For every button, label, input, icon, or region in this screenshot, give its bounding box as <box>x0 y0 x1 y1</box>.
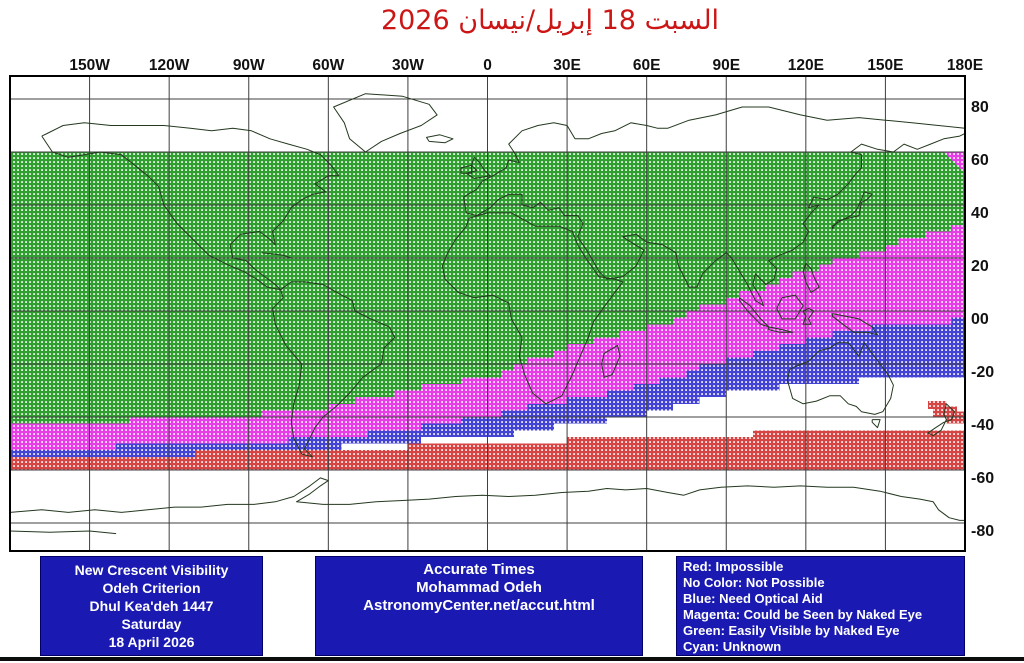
lat-label: -80 <box>971 523 994 540</box>
lon-label: 180E <box>947 57 983 74</box>
coastline-borneo <box>776 294 804 320</box>
coastline-tasmania <box>871 419 881 429</box>
coastline-java <box>768 326 794 333</box>
coastline-britain <box>465 156 491 179</box>
left-line: Odeh Criterion <box>102 580 201 596</box>
left-line: Saturday <box>121 616 182 632</box>
lat-label: 40 <box>971 205 989 222</box>
lat-label: -20 <box>971 364 994 381</box>
legend-line: Magenta: Could be Seen by Naked Eye <box>683 607 923 622</box>
legend-line: Green: Easily Visible by Naked Eye <box>683 623 900 638</box>
page-title: السبت 18 إبريل/نيسان 2026 <box>380 5 720 36</box>
lat-label: -60 <box>971 470 994 487</box>
lat-label: -40 <box>971 417 994 434</box>
lon-label: 120W <box>149 57 190 74</box>
coastline-south-america <box>272 281 396 458</box>
lon-label: 30E <box>553 57 581 74</box>
map-border <box>9 75 966 552</box>
bottom-bar <box>0 657 1024 661</box>
legend-line: Red: Impossible <box>683 559 784 574</box>
coastline-eurasia <box>463 106 965 307</box>
coastline-new-guinea <box>831 313 878 336</box>
coastline-japan <box>831 191 873 230</box>
coastline-sulawesi <box>802 307 815 325</box>
coastline-philippines <box>802 262 820 293</box>
middle-line: AstronomyCenter.net/accut.html <box>363 597 595 614</box>
coastline-madagascar <box>601 344 621 378</box>
lat-label: 60 <box>971 152 989 169</box>
coastline-north-america <box>41 122 340 291</box>
lon-label: 120E <box>788 57 824 74</box>
left-line: 18 April 2026 <box>108 634 195 650</box>
coastline-new-zealand <box>927 403 955 437</box>
middle-line: Accurate Times <box>423 561 535 578</box>
lon-label: 90E <box>712 57 740 74</box>
coastline-australia <box>786 342 894 415</box>
lon-label: 30W <box>392 57 424 74</box>
lat-label: 00 <box>971 311 989 328</box>
coastline-antarctica <box>10 477 965 521</box>
lon-label: 60E <box>633 57 661 74</box>
info-box-source: Accurate Times Mohammad Odeh AstronomyCent… <box>315 556 643 656</box>
coastline-ireland <box>460 164 473 174</box>
lat-label: 80 <box>971 99 989 116</box>
legend-line: Blue: Need Optical Aid <box>683 591 823 606</box>
info-box-criterion: New Crescent Visibility Odeh Criterion Dhu… <box>40 556 263 656</box>
coastline-ross-ice-shelf <box>10 530 117 535</box>
lon-label: 150W <box>69 57 110 74</box>
lat-label: 20 <box>971 258 989 275</box>
zone-patch-could-be-seen-ne-corner <box>943 152 965 174</box>
lon-label: 150E <box>867 57 903 74</box>
lon-label: 0 <box>483 57 492 74</box>
coastline-iceland <box>426 134 454 144</box>
left-line: New Crescent Visibility <box>74 562 229 578</box>
coastline-greenland <box>333 93 438 153</box>
lon-label: 90W <box>233 57 265 74</box>
lon-label: 60W <box>312 57 344 74</box>
coastline-cuba <box>261 252 292 259</box>
coastline-africa <box>441 212 624 405</box>
middle-line: Mohammad Odeh <box>416 579 542 596</box>
zone-patch-impossible-new-zealand <box>927 401 965 424</box>
coastline-sumatra <box>739 297 770 328</box>
left-line: Dhul Kea'deh 1447 <box>89 598 214 614</box>
legend-box: Red: Impossible No Color: Not Possible Blu… <box>676 556 965 656</box>
legend-line: Cyan: Unknown <box>683 639 782 654</box>
legend-line: No Color: Not Possible <box>683 575 825 590</box>
